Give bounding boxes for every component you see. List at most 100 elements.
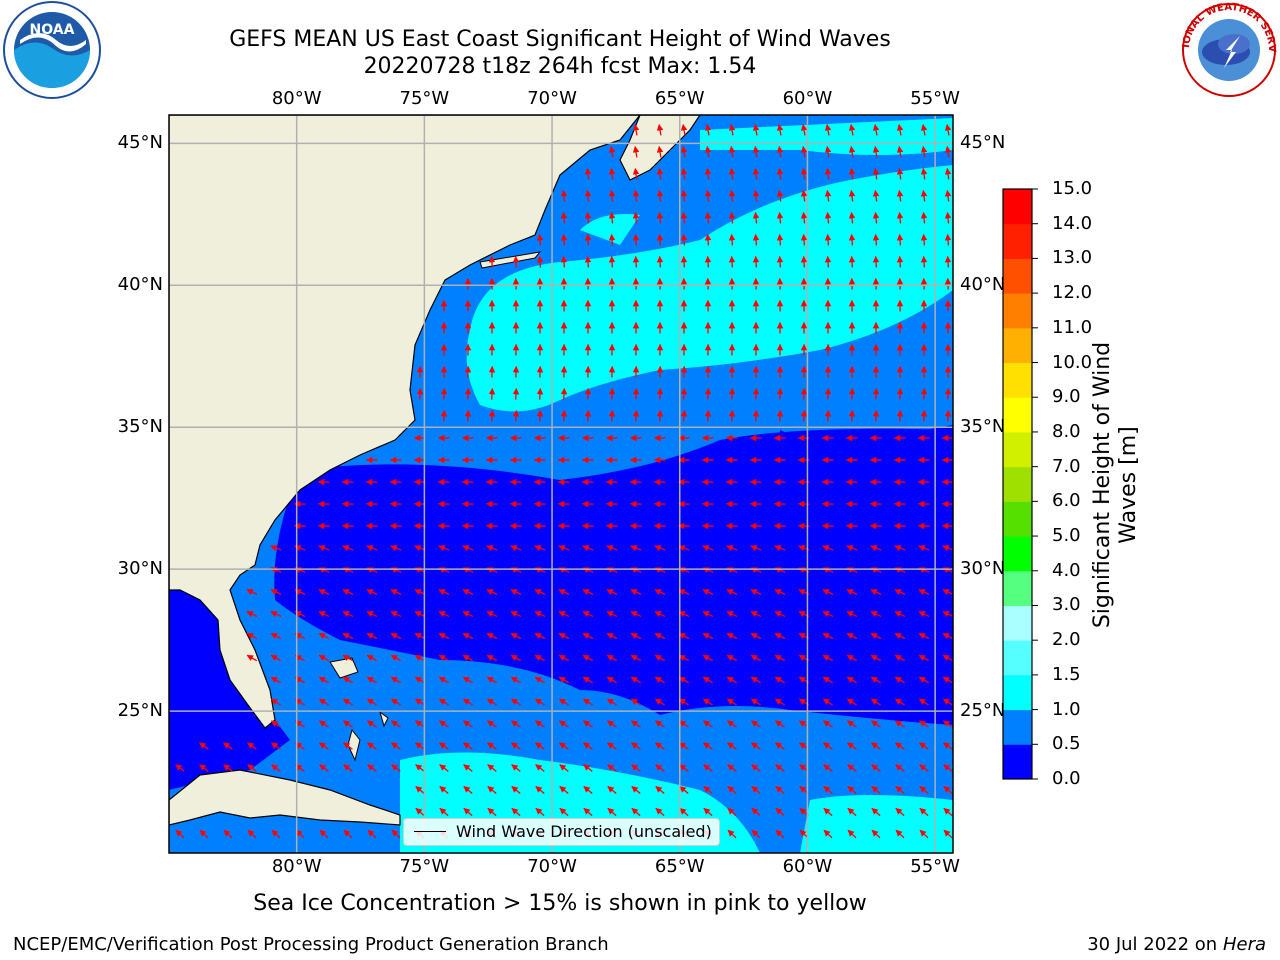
wave-arrow [631,742,641,750]
wave-arrow [414,720,425,728]
wave-arrow [871,785,881,795]
wave-arrow [440,409,448,422]
wave-arrow [463,807,473,817]
wave-arrow [654,589,666,596]
wave-arrow [366,632,378,640]
wave-arrow [846,545,858,552]
wave-arrow [800,123,808,136]
wave-arrow [488,409,496,422]
wave-arrow [510,676,522,684]
wave-arrow [752,387,760,400]
wave-arrow [606,545,618,552]
lon-label-bottom: 55°W [910,856,960,877]
wave-arrow [270,720,281,728]
wave-arrow [750,676,762,684]
lon-label-bottom: 80°W [271,856,322,877]
wave-arrow [318,589,330,596]
colorbar-tick-label: 15.0 [1052,178,1093,199]
wave-arrow [511,807,521,817]
wave-arrow [342,611,354,618]
colorbar-tick-label: 9.0 [1052,386,1081,408]
colorbar-tick-label: 7.0 [1052,455,1081,477]
wave-arrow [584,189,592,202]
wave-arrow [199,829,209,839]
wave-arrow [582,611,594,618]
wave-arrow [608,211,616,224]
wave-arrow [727,807,737,817]
wave-arrow [846,589,858,596]
wave-arrow [630,654,642,662]
wave-arrow [487,742,497,750]
wave-arrow [776,255,784,268]
gridlines [169,115,953,853]
wave-arrow [318,654,330,662]
wave-arrow [391,764,401,772]
wave-arrow [270,698,281,706]
footer-left: NCEP/EMC/Verification Post Processing Pr… [13,934,609,955]
wave-arrow [632,409,640,422]
noaa-logo-text: NOAA [30,22,75,38]
lat-label-left: 35°N [117,416,163,438]
lon-label-bottom: 65°W [654,856,705,877]
wave-arrow [680,211,688,224]
wave-arrow [775,764,785,772]
colorbar-segment [1003,709,1032,745]
wave-arrow [751,764,761,772]
wave-arrow [871,742,881,750]
wave-arrow [680,233,688,246]
wave-arrow [462,545,474,552]
wave-arrow [800,387,808,400]
wave-arrow [704,255,712,268]
lon-label-bottom: 70°W [527,856,577,877]
wave-arrow [726,676,738,684]
wave-arrow [632,211,640,224]
wave-arrow [390,632,402,640]
wave-arrow [918,654,930,662]
wave-arrow [752,123,760,136]
wave-arrow [871,829,881,839]
wave-arrow [558,632,570,640]
wave-arrow [560,409,568,422]
wave-arrow [414,632,426,640]
wave-arrow [895,829,905,839]
wave-arrow [800,167,808,180]
wave-arrow [536,409,544,422]
wave-arrow [751,807,761,817]
wave-arrow [920,123,928,136]
lon-label-bottom: 75°W [399,856,450,877]
wave-arrow [630,632,642,640]
wave-arrow [534,698,545,706]
wave-arrow [679,807,689,817]
wave-arrow [487,764,497,772]
colorbar-segment [1003,674,1032,711]
colorbar-tick-label: 12.0 [1052,282,1093,304]
wave-arrow [872,123,880,136]
wave-arrow [342,589,354,596]
wave-arrow [703,807,713,817]
wave-arrow [943,764,953,772]
footer-date: 30 Jul 2022 on [1087,934,1223,955]
lon-label-top: 70°W [527,88,577,109]
wave-arrow [920,167,928,180]
wave-arrow [630,611,642,618]
footnote: Sea Ice Concentration > 15% is shown in … [253,891,867,916]
footer-right: 30 Jul 2022 on Hera [1087,934,1266,955]
lat-label-left: 30°N [117,558,163,580]
wave-arrow [704,189,712,202]
colorbar-segment [1003,501,1032,537]
wave-arrow [918,632,930,640]
lon-label-bottom: 60°W [782,856,833,877]
wave-arrow [846,654,858,662]
wave-arrow [367,742,377,750]
wave-arrow [918,676,930,684]
wave-arrow [654,545,666,552]
wave-arrow [583,807,593,817]
wave-arrow [654,720,665,728]
wave-arrow [464,387,472,400]
wave-arrow [535,785,545,795]
wave-arrow [918,545,930,552]
wave-arrow [750,611,762,618]
wave-arrow [678,720,689,728]
wave-arrow [751,829,761,839]
